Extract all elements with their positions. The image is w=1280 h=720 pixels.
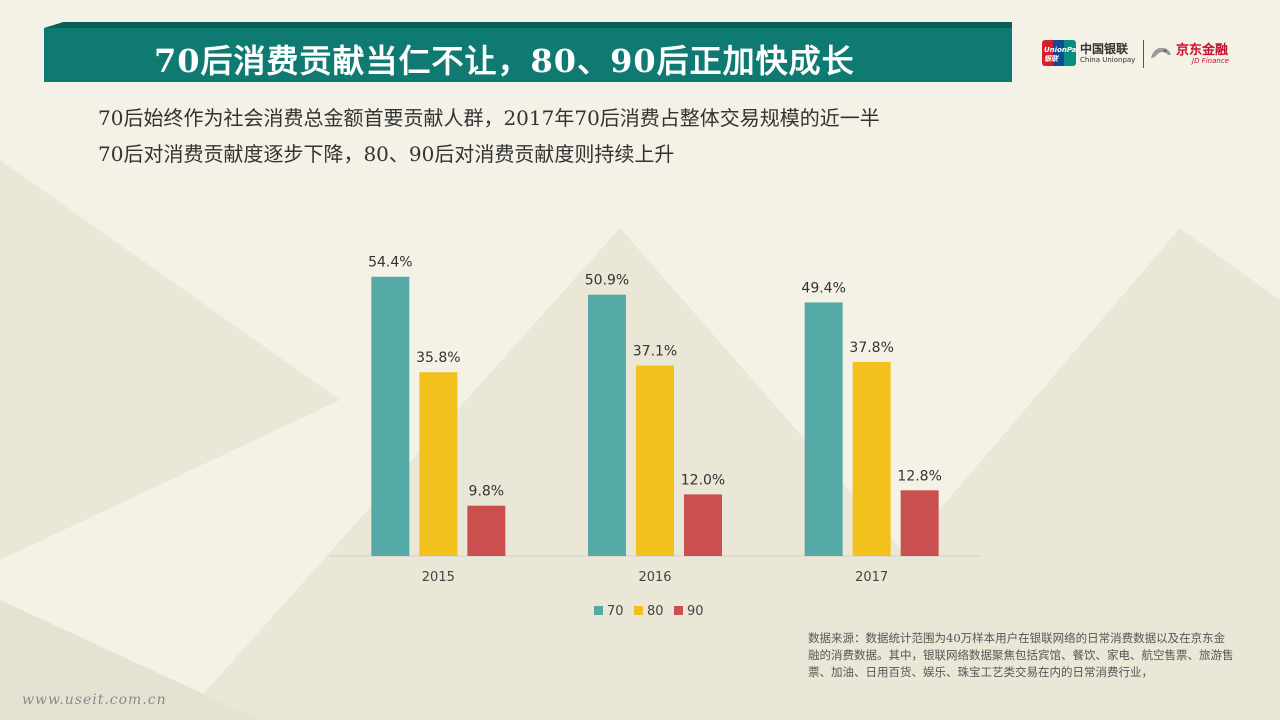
data-label-90-2017: 12.8%	[897, 468, 941, 484]
unionpay-name-en: China Unionpay	[1080, 56, 1136, 64]
partner-logos: UnionPay 银联 中国银联 China Unionpay 京东金融 JD …	[1042, 38, 1242, 72]
jd-name-cn: 京东金融	[1176, 43, 1229, 58]
logo-divider	[1143, 40, 1144, 68]
data-label-70-2017: 49.4%	[801, 280, 845, 296]
watermark: www.useit.com.cn	[22, 692, 167, 708]
x-tick-label-2016: 2016	[638, 570, 671, 585]
jd-name-en: JD Finance	[1192, 57, 1229, 65]
page-title: 70后消费贡献当仁不让，80、90后正加快成长	[154, 42, 855, 80]
title-bar: 70后消费贡献当仁不让，80、90后正加快成长	[44, 28, 1012, 82]
bar-90-2016	[684, 494, 722, 556]
legend-label-90: 90	[687, 604, 704, 619]
bar-90-2017	[900, 490, 939, 556]
bar-90-2015	[467, 505, 506, 556]
bar-80-2017	[852, 361, 891, 556]
subtitle-line-1: 70后始终作为社会消费总金额首要贡献人群，2017年70后消费占整体交易规模的近…	[98, 106, 880, 130]
legend-swatch-80	[634, 606, 643, 615]
bar-70-2016	[588, 294, 626, 556]
legend-label-80: 80	[647, 604, 664, 619]
bar-70-2015	[371, 276, 410, 556]
jd-dog-icon	[1151, 47, 1171, 58]
x-tick-label-2017: 2017	[855, 570, 888, 585]
legend-swatch-70	[594, 606, 603, 615]
data-label-80-2015: 35.8%	[416, 350, 460, 366]
unionpay-logo: UnionPay 银联	[1042, 40, 1076, 66]
data-label-90-2015: 9.8%	[469, 484, 505, 500]
data-label-80-2017: 37.8%	[849, 340, 893, 356]
data-label-70-2015: 54.4%	[368, 255, 412, 271]
x-tick-label-2015: 2015	[422, 570, 455, 585]
legend-swatch-90	[674, 606, 683, 615]
data-source-note: 数据来源：数据统计范围为40万样本用户在银联网络的日常消费数据以及在京东金融的消…	[808, 631, 1234, 679]
bar-80-2015	[419, 372, 458, 556]
bar-chart: 54.4% 35.8% 9.8% 2015 50.9% 37.1% 12.0% 2016 49.…	[330, 255, 980, 619]
bar-80-2016	[636, 365, 674, 556]
legend-label-70: 70	[607, 604, 624, 619]
data-label-90-2016: 12.0%	[681, 472, 725, 488]
unionpay-name-cn: 中国银联	[1080, 42, 1129, 56]
data-label-80-2016: 37.1%	[633, 344, 677, 360]
bar-70-2017	[804, 302, 843, 556]
subtitle-line-2: 70后对消费贡献度逐步下降，80、90后对消费贡献度则持续上升	[98, 142, 675, 166]
data-label-70-2016: 50.9%	[585, 273, 629, 289]
